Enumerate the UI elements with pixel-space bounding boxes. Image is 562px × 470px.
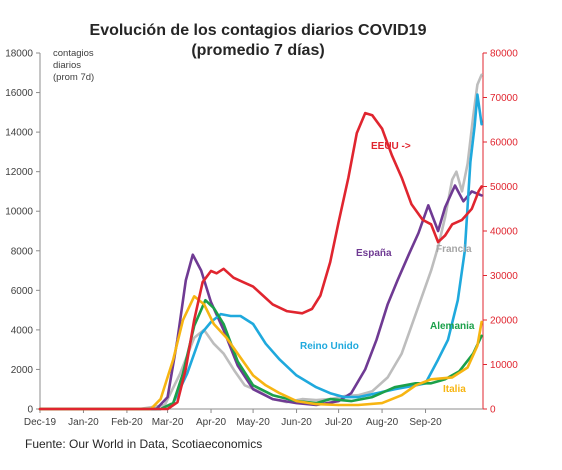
x-axis-tick-label: Jun-20 bbox=[281, 417, 312, 428]
x-axis-tick-label: May-20 bbox=[236, 417, 270, 428]
source-note: Fuente: Our World in Data, Scotiaeconomi… bbox=[25, 437, 262, 451]
left-axis-tick-label: 10000 bbox=[5, 207, 33, 218]
annotation-eeuu: EEUU -> bbox=[371, 141, 411, 152]
right-axis-tick-label: 80000 bbox=[490, 49, 518, 60]
left-axis-label-line-1: contagios bbox=[53, 48, 94, 59]
x-axis-tick-label: Aug-20 bbox=[366, 417, 399, 428]
axes-layer: 0 2000 4000 6000 8000 10000 12000 14000 16000 180… bbox=[5, 49, 518, 429]
chart-title: Evolución de los contagios diarios COVID… bbox=[90, 22, 427, 39]
left-axis-tick-label: 16000 bbox=[5, 88, 33, 99]
left-axis-label-line-2: diarios bbox=[53, 60, 81, 71]
series-line-eeuu bbox=[38, 111, 483, 411]
annotation-alemania: Alemania bbox=[430, 321, 475, 332]
x-axis-tick-label: Jul-20 bbox=[325, 417, 353, 428]
left-axis-tick-label: 8000 bbox=[11, 246, 34, 257]
left-axis-tick-label: 12000 bbox=[5, 167, 33, 178]
right-axis-tick-label: 30000 bbox=[490, 271, 518, 282]
x-axis-tick-label: Jan-20 bbox=[68, 417, 99, 428]
annotation-italia: Italia bbox=[443, 384, 466, 395]
series-line-espana bbox=[38, 184, 483, 411]
x-axis-tick-label: Sep-20 bbox=[409, 417, 442, 428]
left-axis-tick-label: 18000 bbox=[5, 49, 33, 60]
left-axis-tick-label: 6000 bbox=[11, 286, 34, 297]
chart-subtitle: (promedio 7 días) bbox=[191, 42, 324, 59]
right-axis-tick-label: 10000 bbox=[490, 360, 518, 371]
x-axis-tick-label: Dec-19 bbox=[24, 417, 57, 428]
x-axis-tick-label: Mar-20 bbox=[152, 417, 184, 428]
right-axis-tick-label: 60000 bbox=[490, 138, 518, 149]
left-axis-tick-label: 14000 bbox=[5, 128, 33, 139]
x-axis-tick-label: Feb-20 bbox=[111, 417, 143, 428]
series-line-reino-unido bbox=[38, 93, 483, 411]
annotation-reino-unido: Reino Unido bbox=[300, 341, 359, 352]
series-layer bbox=[38, 73, 483, 411]
left-axis-label-line-3: (prom 7d) bbox=[53, 72, 94, 83]
left-axis-tick-label: 2000 bbox=[11, 365, 34, 376]
left-axis-tick-label: 0 bbox=[27, 405, 33, 416]
right-axis-tick-label: 0 bbox=[490, 405, 496, 416]
right-axis-tick-label: 40000 bbox=[490, 227, 518, 238]
series-line-italia bbox=[38, 294, 483, 411]
right-axis-tick-label: 20000 bbox=[490, 316, 518, 327]
annotation-francia: Francia bbox=[436, 244, 472, 255]
right-axis-tick-label: 70000 bbox=[490, 93, 518, 104]
annotation-espana: España bbox=[356, 248, 392, 259]
x-axis-tick-label: Apr-20 bbox=[196, 417, 226, 428]
left-axis-tick-label: 4000 bbox=[11, 325, 34, 336]
right-axis-tick-label: 50000 bbox=[490, 182, 518, 193]
